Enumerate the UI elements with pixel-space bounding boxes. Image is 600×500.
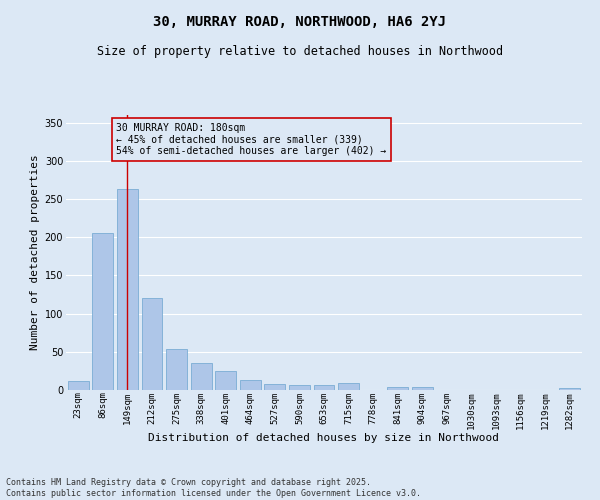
- Bar: [240, 380, 261, 390]
- Bar: [338, 383, 359, 390]
- Bar: [289, 384, 310, 390]
- Text: 30, MURRAY ROAD, NORTHWOOD, HA6 2YJ: 30, MURRAY ROAD, NORTHWOOD, HA6 2YJ: [154, 15, 446, 29]
- Bar: [68, 381, 89, 390]
- Bar: [92, 232, 113, 390]
- Y-axis label: Number of detached properties: Number of detached properties: [31, 154, 40, 350]
- Bar: [142, 298, 163, 390]
- Text: Size of property relative to detached houses in Northwood: Size of property relative to detached ho…: [97, 45, 503, 58]
- Text: 30 MURRAY ROAD: 180sqm
← 45% of detached houses are smaller (339)
54% of semi-de: 30 MURRAY ROAD: 180sqm ← 45% of detached…: [116, 122, 386, 156]
- Text: Contains HM Land Registry data © Crown copyright and database right 2025.
Contai: Contains HM Land Registry data © Crown c…: [6, 478, 421, 498]
- Bar: [559, 388, 580, 390]
- Bar: [117, 189, 138, 390]
- Bar: [265, 384, 286, 390]
- Bar: [191, 362, 212, 390]
- Bar: [412, 387, 433, 390]
- Bar: [215, 371, 236, 390]
- Bar: [166, 349, 187, 390]
- Bar: [387, 387, 408, 390]
- Bar: [314, 384, 334, 390]
- X-axis label: Distribution of detached houses by size in Northwood: Distribution of detached houses by size …: [149, 433, 499, 443]
